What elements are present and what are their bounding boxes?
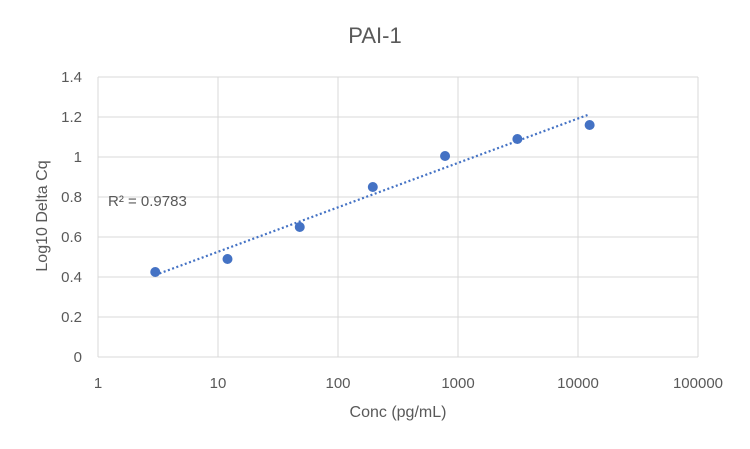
data-point: [584, 120, 595, 130]
y-tick-label: 0.4: [61, 269, 82, 286]
data-point: [367, 182, 378, 192]
x-tick-label: 10000: [557, 375, 599, 392]
y-tick-label: 0.8: [61, 189, 82, 206]
x-axis-label: Conc (pg/mL): [350, 404, 447, 421]
axes: 0 0.2 0.4 0.6 0.8 1 1.2 1.4 1 10 100 1000 10000 10000…: [61, 69, 723, 392]
trendline: [154, 113, 588, 277]
gridlines: [97, 76, 699, 358]
data-point: [512, 134, 523, 144]
x-tick-label: 10: [210, 375, 227, 392]
data-point: [150, 267, 161, 277]
x-tick-label: 100: [325, 375, 350, 392]
data-points: [150, 120, 595, 277]
x-tick-label: 1: [94, 375, 102, 392]
y-axis-label: Log10 Delta Cq: [34, 160, 51, 271]
x-tick-label: 100000: [673, 375, 723, 392]
y-tick-label: 0.6: [61, 229, 82, 246]
r-squared-annotation: R² = 0.9783: [108, 193, 187, 210]
data-point: [222, 254, 233, 264]
y-tick-label: 1: [74, 149, 82, 166]
data-point: [294, 222, 305, 232]
x-tick-label: 1000: [441, 375, 474, 392]
y-tick-label: 1.2: [61, 109, 82, 126]
chart-title: PAI-1: [348, 23, 401, 48]
trendline-group: [154, 113, 588, 277]
y-tick-label: 0.2: [61, 309, 82, 326]
data-point: [440, 151, 451, 161]
y-tick-label: 1.4: [61, 69, 82, 86]
y-tick-label: 0: [74, 349, 82, 366]
